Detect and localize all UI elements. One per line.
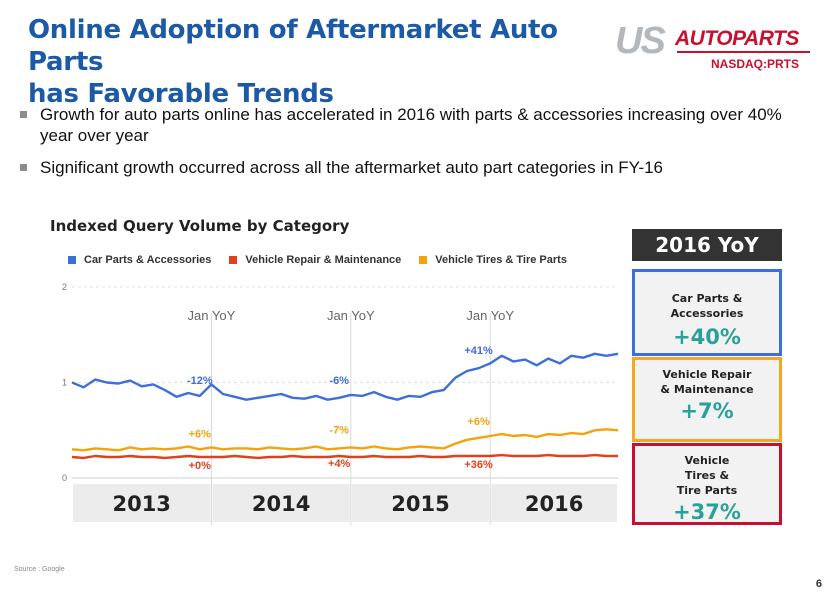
yoy-box-repair-maintenance: Vehicle Repair & Maintenance +7% [632,357,782,442]
data-label: +6% [467,416,490,428]
legend-item: Vehicle Tires & Tire Parts [419,254,567,266]
series-line-2 [71,428,619,452]
bullet-text: Growth for auto parts online has acceler… [40,105,782,145]
bullet-item: Growth for auto parts online has acceler… [18,104,808,146]
bullet-square-icon [20,111,27,118]
source-note: Source : Google [14,566,65,573]
jan-yoy-label: Jan YoY [466,308,514,323]
logo-underline [677,51,810,53]
jan-yoy-label: Jan YoY [327,308,375,323]
legend-item: Vehicle Repair & Maintenance [229,254,401,266]
data-label: +41% [464,345,493,357]
chart-legend: Car Parts & Accessories Vehicle Repair &… [68,254,567,266]
yoy-box-car-parts: Car Parts & Accessories +40% [632,269,782,356]
legend-swatch [229,256,238,264]
legend-swatch [68,256,76,264]
data-label: -7% [329,424,349,436]
yoy-header: 2016 YoY [632,229,782,261]
data-label: +6% [189,428,212,440]
data-label: -12% [187,375,213,387]
legend-swatch [419,256,428,264]
year-label: 2013 [112,492,170,516]
yoy-value: +40% [673,325,741,349]
year-band [491,484,617,522]
bullet-square-icon [20,164,27,171]
chart-title: Indexed Query Volume by Category [50,217,350,235]
series-line-0 [71,352,619,401]
y-tick-label: 0 [62,473,67,483]
chart-panel: Indexed Query Volume by Category Car Par… [30,205,625,535]
line-chart: 0 1 2 Jan YoY Jan YoY Jan YoY 2013 2014 2015 2016… [62,282,620,525]
page-title: Online Adoption of Aftermarket Auto Part… [28,14,618,110]
data-label: +36% [464,459,493,471]
bullet-text: Significant growth occurred across all t… [40,158,664,177]
y-tick-label: 2 [62,282,67,292]
year-band [351,484,490,522]
bullet-list: Growth for auto parts online has acceler… [18,104,808,189]
data-label: +4% [328,458,351,470]
year-band [73,484,211,522]
page-number: 6 [815,578,822,590]
data-label: +0% [189,460,212,472]
title-line-1: Online Adoption of Aftermarket Auto Part… [28,15,558,77]
yoy-label: Vehicle Repair & Maintenance [660,368,754,396]
bullet-item: Significant growth occurred across all t… [18,157,808,178]
legend-label: Vehicle Repair & Maintenance [245,254,402,266]
series-line-1 [71,453,618,460]
yoy-value: +7% [680,399,734,423]
legend-item: Car Parts & Accessories [68,254,211,266]
legend-label: Car Parts & Accessories [84,254,212,266]
y-tick-label: 1 [62,378,67,388]
company-logo: US AUTOPARTS NASDAQ:PRTS [615,18,820,73]
year-band [212,484,350,522]
year-label: 2014 [252,492,310,516]
yoy-label: Car Parts & Accessories [670,292,744,320]
data-label: -6% [329,375,349,387]
year-label: 2016 [525,492,583,516]
yoy-box-tires: Vehicle Tires & Tire Parts +37% [632,443,782,525]
yoy-value: +37% [673,500,741,524]
year-label: 2015 [391,492,449,516]
jan-yoy-label: Jan YoY [188,308,236,323]
title-line-2: has Favorable Trends [28,79,334,109]
yoy-label: Vehicle Tires & Tire Parts [676,454,738,497]
logo-ticker: NASDAQ:PRTS [711,57,800,71]
logo-autoparts-wordmark: AUTOPARTS [675,27,799,50]
legend-label: Vehicle Tires & Tire Parts [435,254,567,266]
logo-us-mark: US [615,20,666,62]
